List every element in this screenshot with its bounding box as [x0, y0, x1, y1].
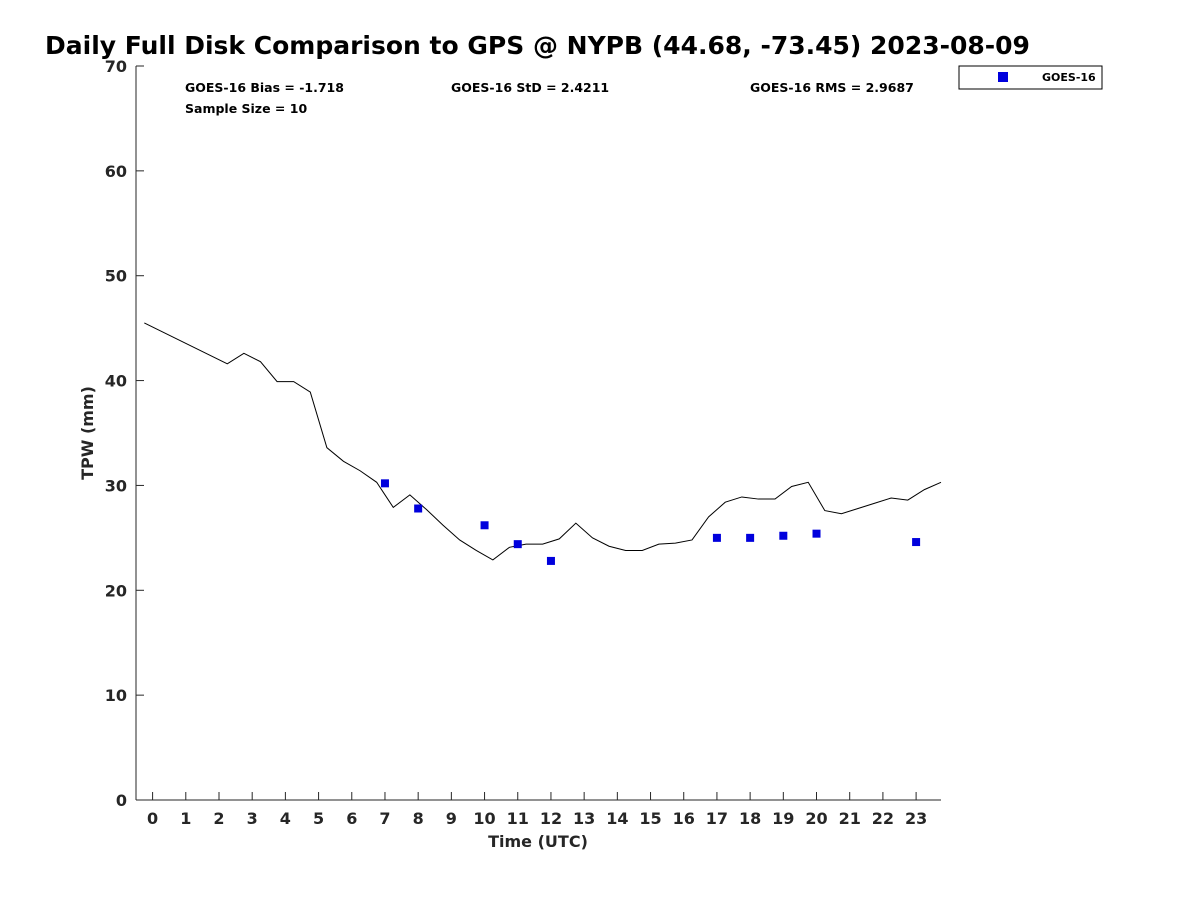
y-axis-label: TPW (mm)	[78, 386, 97, 480]
x-tick-label: 4	[280, 809, 291, 828]
goes16-point	[380, 479, 389, 488]
x-tick-label: 7	[379, 809, 390, 828]
x-tick-label: 19	[772, 809, 794, 828]
x-tick-label: 5	[313, 809, 324, 828]
y-tick-label: 0	[116, 791, 127, 810]
y-tick-label: 70	[105, 57, 127, 76]
x-tick-label: 10	[473, 809, 495, 828]
goes16-point	[812, 529, 821, 538]
stat-sample-size: Sample Size = 10	[185, 101, 307, 116]
x-tick-label: 2	[213, 809, 224, 828]
x-tick-label: 22	[872, 809, 894, 828]
y-tick-label: 40	[105, 372, 127, 391]
goes16-point	[712, 533, 721, 542]
x-tick-label: 18	[739, 809, 761, 828]
stat-std: GOES-16 StD = 2.4211	[451, 80, 609, 95]
x-tick-label: 11	[507, 809, 529, 828]
x-tick-label: 6	[346, 809, 357, 828]
x-tick-label: 17	[706, 809, 728, 828]
goes16-point	[480, 521, 489, 530]
gps-tpw-line	[144, 322, 942, 561]
chart-title: Daily Full Disk Comparison to GPS @ NYPB…	[45, 31, 1030, 60]
goes16-scatter-series	[380, 479, 921, 565]
y-tick-label: 30	[105, 476, 127, 495]
x-tick-label: 23	[905, 809, 927, 828]
x-tick-label: 13	[573, 809, 595, 828]
legend-box	[958, 65, 1103, 90]
x-tick-label: 16	[673, 809, 695, 828]
y-tick-label: 10	[105, 686, 127, 705]
x-tick-label: 3	[247, 809, 258, 828]
x-tick-label: 0	[147, 809, 158, 828]
goes16-point	[779, 531, 788, 540]
gps-line-series	[144, 322, 942, 561]
x-tick-label: 12	[540, 809, 562, 828]
legend-label: GOES-16	[1042, 71, 1096, 84]
x-tick-label: 14	[606, 809, 628, 828]
goes16-point	[546, 556, 555, 565]
y-tick-label: 60	[105, 162, 127, 181]
y-tick-label: 20	[105, 581, 127, 600]
x-tick-label: 15	[639, 809, 661, 828]
goes16-point	[414, 504, 423, 513]
x-tick-label: 20	[805, 809, 827, 828]
legend: GOES-16	[958, 65, 1103, 90]
goes16-point	[912, 538, 921, 547]
legend-marker	[998, 72, 1008, 82]
x-tick-label: 9	[446, 809, 457, 828]
goes16-point	[746, 533, 755, 542]
y-tick-label: 50	[105, 267, 127, 286]
x-tick-label: 1	[180, 809, 191, 828]
x-tick-label: 21	[839, 809, 861, 828]
x-tick-label: 8	[413, 809, 424, 828]
stat-rms: GOES-16 RMS = 2.9687	[750, 80, 914, 95]
goes16-point	[513, 540, 522, 549]
stat-bias: GOES-16 Bias = -1.718	[185, 80, 344, 95]
x-axis-label: Time (UTC)	[488, 832, 588, 851]
